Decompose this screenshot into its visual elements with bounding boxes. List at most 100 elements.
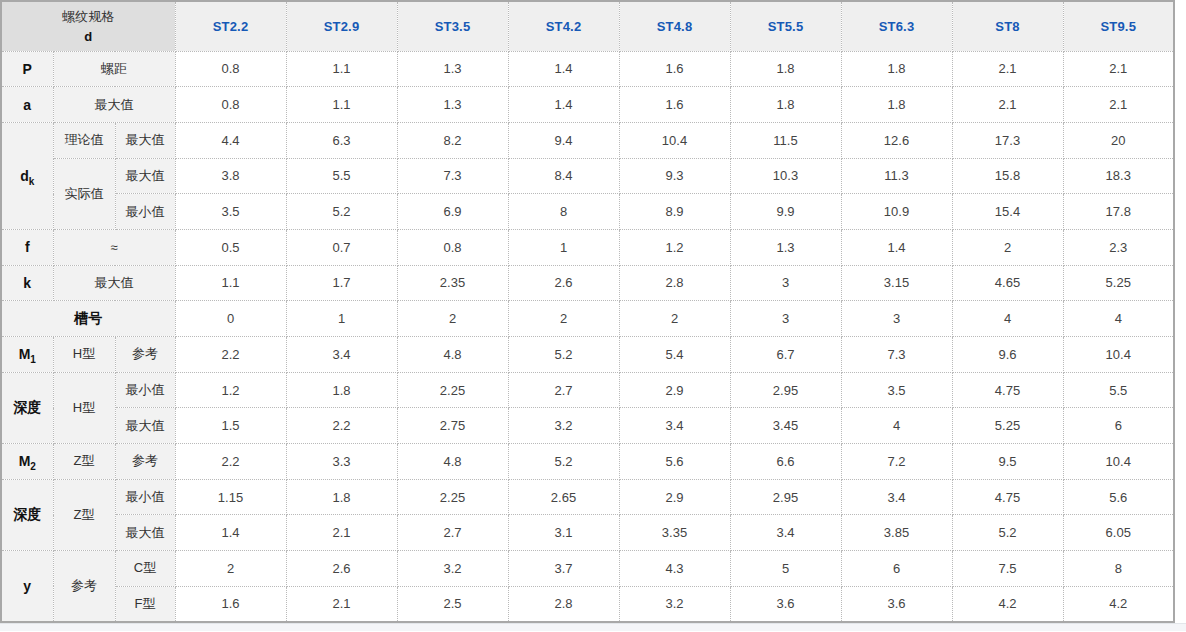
value-cell: 2.1: [1063, 87, 1174, 123]
row-label: 实际值: [53, 158, 115, 229]
column-header-st3.5: ST3.5: [397, 1, 508, 51]
value-cell: 17.8: [1063, 194, 1174, 230]
value-cell: 5.2: [952, 515, 1063, 551]
value-cell: 2.1: [286, 515, 397, 551]
row-dk-actual-max: 实际值 最大值 3.8 5.5 7.3 8.4 9.3 10.3 11.3 15…: [1, 158, 1174, 194]
column-header-st4.8: ST4.8: [619, 1, 730, 51]
value-cell: 5.5: [1063, 372, 1174, 408]
value-cell: 2.2: [175, 337, 286, 373]
symbol-sub: 1: [30, 354, 36, 365]
value-cell: 11.3: [841, 158, 952, 194]
value-cell: 10.4: [619, 122, 730, 158]
value-cell: 3.4: [730, 515, 841, 551]
row-symbol-m2: M2: [1, 444, 53, 480]
row-label: Z型: [53, 479, 115, 550]
value-cell: 6: [841, 551, 952, 587]
value-cell: 15.8: [952, 158, 1063, 194]
value-cell: 4.2: [1063, 586, 1174, 622]
value-cell: 1.3: [730, 229, 841, 265]
corner-header: 螺纹规格 d: [1, 1, 175, 51]
value-cell: 6.3: [286, 122, 397, 158]
value-cell: 2.1: [952, 51, 1063, 87]
value-cell: 2.95: [730, 372, 841, 408]
value-cell: 10.4: [1063, 337, 1174, 373]
value-cell: 5.6: [1063, 479, 1174, 515]
value-cell: 3.1: [508, 515, 619, 551]
value-cell: 3.5: [175, 194, 286, 230]
value-cell: 4.75: [952, 479, 1063, 515]
value-cell: 1.4: [508, 51, 619, 87]
value-cell: 3.6: [841, 586, 952, 622]
value-cell: 3.2: [619, 586, 730, 622]
value-cell: 1.5: [175, 408, 286, 444]
value-cell: 2.95: [730, 479, 841, 515]
value-cell: 15.4: [952, 194, 1063, 230]
row-a-max: a 最大值 0.8 1.1 1.3 1.4 1.6 1.8 1.8 2.1 2.…: [1, 87, 1174, 123]
value-cell: 0.8: [175, 51, 286, 87]
row-label-slot: 槽号: [1, 301, 175, 337]
row-symbol-depth: 深度: [1, 479, 53, 550]
value-cell: 3: [730, 265, 841, 301]
value-cell: 5.25: [1063, 265, 1174, 301]
value-cell: 4.65: [952, 265, 1063, 301]
symbol-sub: 2: [30, 461, 36, 472]
value-cell: 6.7: [730, 337, 841, 373]
value-cell: 1.8: [730, 51, 841, 87]
value-cell: 2: [397, 301, 508, 337]
row-symbol: k: [1, 265, 53, 301]
row-sublabel: 最大值: [115, 408, 175, 444]
row-sublabel: 最小值: [115, 372, 175, 408]
value-cell: 7.2: [841, 444, 952, 480]
value-cell: 0.8: [175, 87, 286, 123]
value-cell: 7.3: [841, 337, 952, 373]
value-cell: 2.3: [1063, 229, 1174, 265]
symbol-main: M: [19, 453, 31, 469]
value-cell: 7.5: [952, 551, 1063, 587]
value-cell: 3.4: [619, 408, 730, 444]
value-cell: 3.2: [397, 551, 508, 587]
row-sublabel: 参考: [115, 444, 175, 480]
value-cell: 9.9: [730, 194, 841, 230]
row-label: H型: [53, 372, 115, 443]
value-cell: 2.7: [397, 515, 508, 551]
column-header-st8: ST8: [952, 1, 1063, 51]
value-cell: 1.8: [841, 51, 952, 87]
value-cell: 3.85: [841, 515, 952, 551]
page-background-strip: [0, 623, 1186, 631]
value-cell: 4.2: [952, 586, 1063, 622]
row-y-c-type: y 参考 C型 2 2.6 3.2 3.7 4.3 5 6 7.5 8: [1, 551, 1174, 587]
value-cell: 17.3: [952, 122, 1063, 158]
row-sublabel: 最大值: [115, 122, 175, 158]
row-label: 最大值: [53, 265, 175, 301]
row-label: 理论值: [53, 122, 115, 158]
value-cell: 1.7: [286, 265, 397, 301]
corner-title: 螺纹规格: [2, 8, 175, 26]
row-sublabel: 最小值: [115, 479, 175, 515]
value-cell: 2.35: [397, 265, 508, 301]
value-cell: 2.7: [508, 372, 619, 408]
row-sublabel: 最大值: [115, 158, 175, 194]
value-cell: 8: [508, 194, 619, 230]
value-cell: 18.3: [1063, 158, 1174, 194]
value-cell: 2.75: [397, 408, 508, 444]
value-cell: 5.25: [952, 408, 1063, 444]
column-header-st4.2: ST4.2: [508, 1, 619, 51]
value-cell: 1.6: [619, 51, 730, 87]
column-header-st2.2: ST2.2: [175, 1, 286, 51]
value-cell: 3.6: [730, 586, 841, 622]
value-cell: 3.15: [841, 265, 952, 301]
row-depth-h-min: 深度 H型 最小值 1.2 1.8 2.25 2.7 2.9 2.95 3.5 …: [1, 372, 1174, 408]
value-cell: 5.2: [286, 194, 397, 230]
value-cell: 4.4: [175, 122, 286, 158]
value-cell: 20: [1063, 122, 1174, 158]
value-cell: 9.6: [952, 337, 1063, 373]
value-cell: 4.3: [619, 551, 730, 587]
row-depth-z-min: 深度 Z型 最小值 1.15 1.8 2.25 2.65 2.9 2.95 3.…: [1, 479, 1174, 515]
row-label: Z型: [53, 444, 115, 480]
value-cell: 5.5: [286, 158, 397, 194]
value-cell: 1.1: [286, 51, 397, 87]
value-cell: 2.9: [619, 372, 730, 408]
value-cell: 2.25: [397, 372, 508, 408]
value-cell: 2.8: [508, 586, 619, 622]
row-depth-h-max: 最大值 1.5 2.2 2.75 3.2 3.4 3.45 4 5.25 6: [1, 408, 1174, 444]
